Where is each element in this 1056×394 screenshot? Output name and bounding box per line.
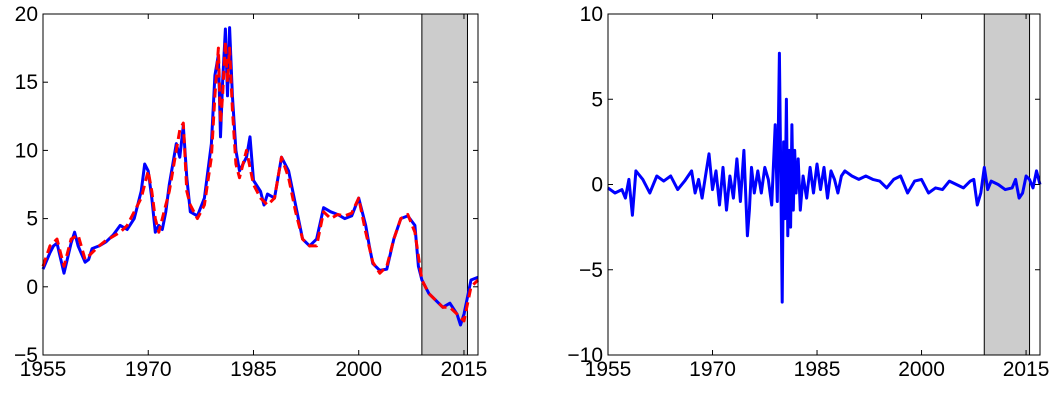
right-y-tick-label: −10 (567, 344, 603, 367)
left-x-tick-label: 1985 (230, 358, 277, 381)
left-y-tick-label: 0 (26, 276, 38, 299)
left-x-tick-label: 2015 (441, 358, 488, 381)
right-x-tick-label: 2015 (1003, 358, 1050, 381)
left-x-tick-label: 1970 (125, 358, 172, 381)
right-series-1-line (607, 51, 1042, 304)
right-y-tick-label: 10 (580, 3, 603, 26)
right-x-tick-label: 1955 (585, 358, 632, 381)
right-x-tick-label: 1970 (689, 358, 736, 381)
left-x-tick-label: 1955 (20, 358, 67, 381)
left-chart: 1955 1970 1985 2000 2015 −5 0 5 10 15 20 (14, 3, 487, 381)
right-shaded-region (984, 14, 1030, 355)
left-plot-frame (42, 13, 479, 356)
left-y-tick-label: 10 (15, 139, 38, 162)
right-y-tick-label: 5 (591, 88, 603, 111)
right-x-tick-label: 1985 (794, 358, 841, 381)
left-y-tick-label: 20 (15, 3, 38, 26)
left-y-tick-label: 5 (26, 208, 38, 231)
right-y-tick-label: 0 (591, 174, 603, 197)
left-y-tick-label: 15 (15, 71, 38, 94)
left-x-tick-label: 2000 (335, 358, 382, 381)
right-y-tick-label: −5 (579, 259, 603, 282)
right-x-tick-label: 2000 (898, 358, 945, 381)
left-series-1-line (41, 26, 479, 327)
left-series-2-line (41, 39, 480, 323)
right-chart: 1955 1970 1985 2000 2015 −10 −5 0 5 10 (567, 3, 1049, 381)
left-y-tick-label: −5 (14, 344, 38, 367)
left-shaded-region (421, 14, 468, 355)
